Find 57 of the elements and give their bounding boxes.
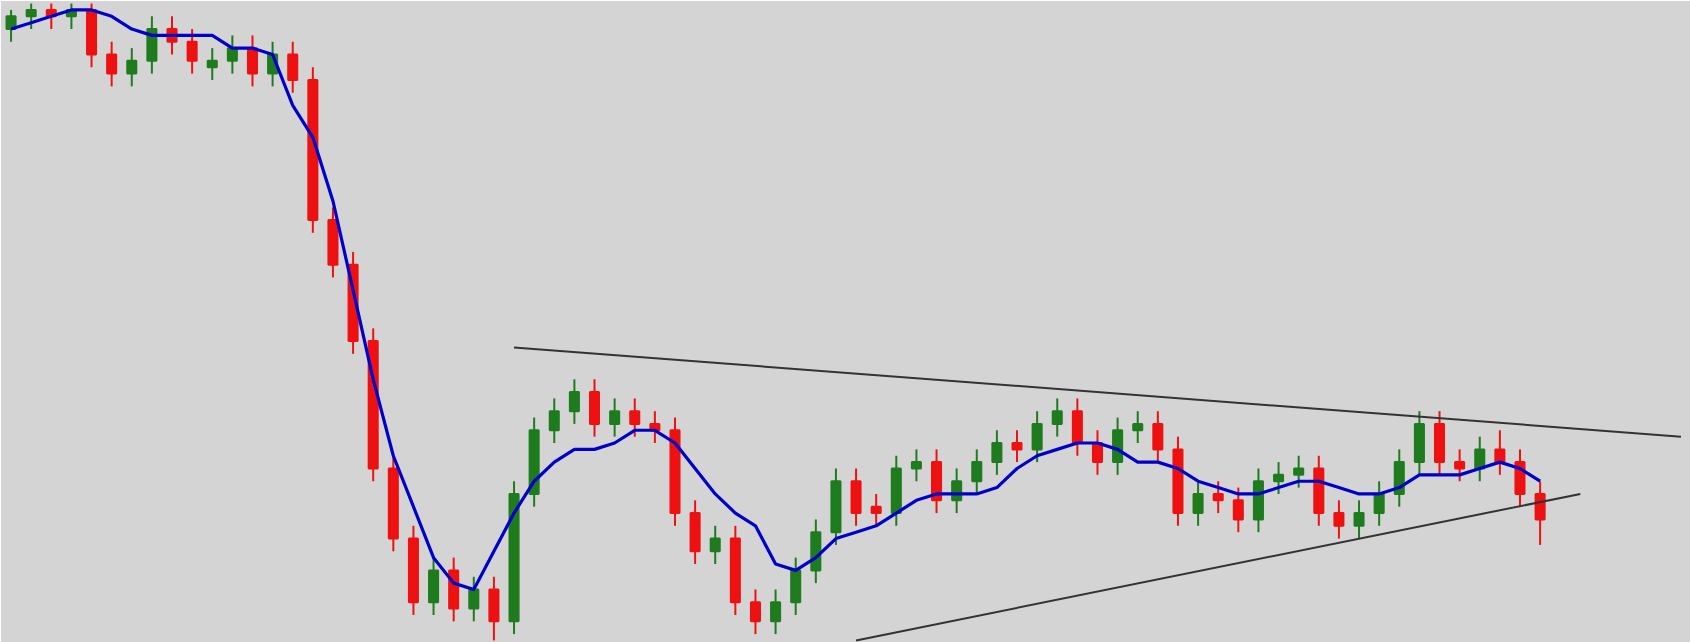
candlestick (609, 397, 621, 438)
candlestick (146, 15, 158, 75)
candlestick (1132, 410, 1144, 445)
candlestick (1534, 480, 1546, 546)
candlestick (126, 47, 138, 88)
candlestick (1192, 480, 1204, 527)
candlestick (790, 556, 802, 616)
candlestick (709, 524, 721, 566)
candlestick (1112, 416, 1124, 476)
candlestick (548, 397, 560, 445)
candlestick (971, 448, 983, 495)
candlestick (106, 40, 118, 88)
candlestick (186, 28, 198, 75)
candlestick (1413, 410, 1425, 476)
candlestick (1494, 429, 1506, 476)
candlestick (1293, 454, 1305, 489)
candlestick (86, 2, 98, 69)
candlestick (448, 556, 460, 623)
candlestick (588, 378, 601, 438)
candlestick (1252, 467, 1264, 534)
candlestick (488, 575, 500, 642)
candlestick (1433, 410, 1446, 476)
candlestick (689, 499, 701, 566)
candlestick (1333, 499, 1345, 540)
candlestick (1071, 397, 1083, 457)
candlestick (568, 378, 580, 425)
candlestick (931, 448, 943, 515)
candlestick (287, 40, 299, 94)
candlestick (1273, 461, 1285, 495)
candlestick (1212, 480, 1224, 515)
candlestick (468, 575, 480, 623)
candlestick (1454, 448, 1466, 483)
candlestick (1353, 499, 1365, 540)
candlestick (870, 492, 882, 527)
candlestick (1051, 397, 1063, 438)
candlestick (770, 588, 782, 636)
candlestick (890, 454, 902, 527)
candlestick (1152, 410, 1164, 464)
candlestick (246, 34, 259, 88)
candlestick (991, 429, 1003, 476)
candlestick (1514, 448, 1526, 508)
candlestick (749, 588, 761, 636)
candlestick (1393, 448, 1405, 508)
candlestick (910, 448, 922, 483)
candlestick (1031, 410, 1043, 464)
candlestick (25, 2, 37, 31)
candlestick (629, 397, 641, 438)
candlestick (327, 206, 339, 279)
candlestick (810, 518, 822, 585)
candlestick (1232, 486, 1244, 534)
candlestick (5, 8, 17, 43)
candlestick (1313, 454, 1325, 527)
candlestick (1474, 435, 1486, 483)
candlestick (428, 556, 440, 616)
candlestick (850, 467, 862, 527)
candlestick (206, 47, 218, 81)
candlestick (1011, 429, 1023, 464)
